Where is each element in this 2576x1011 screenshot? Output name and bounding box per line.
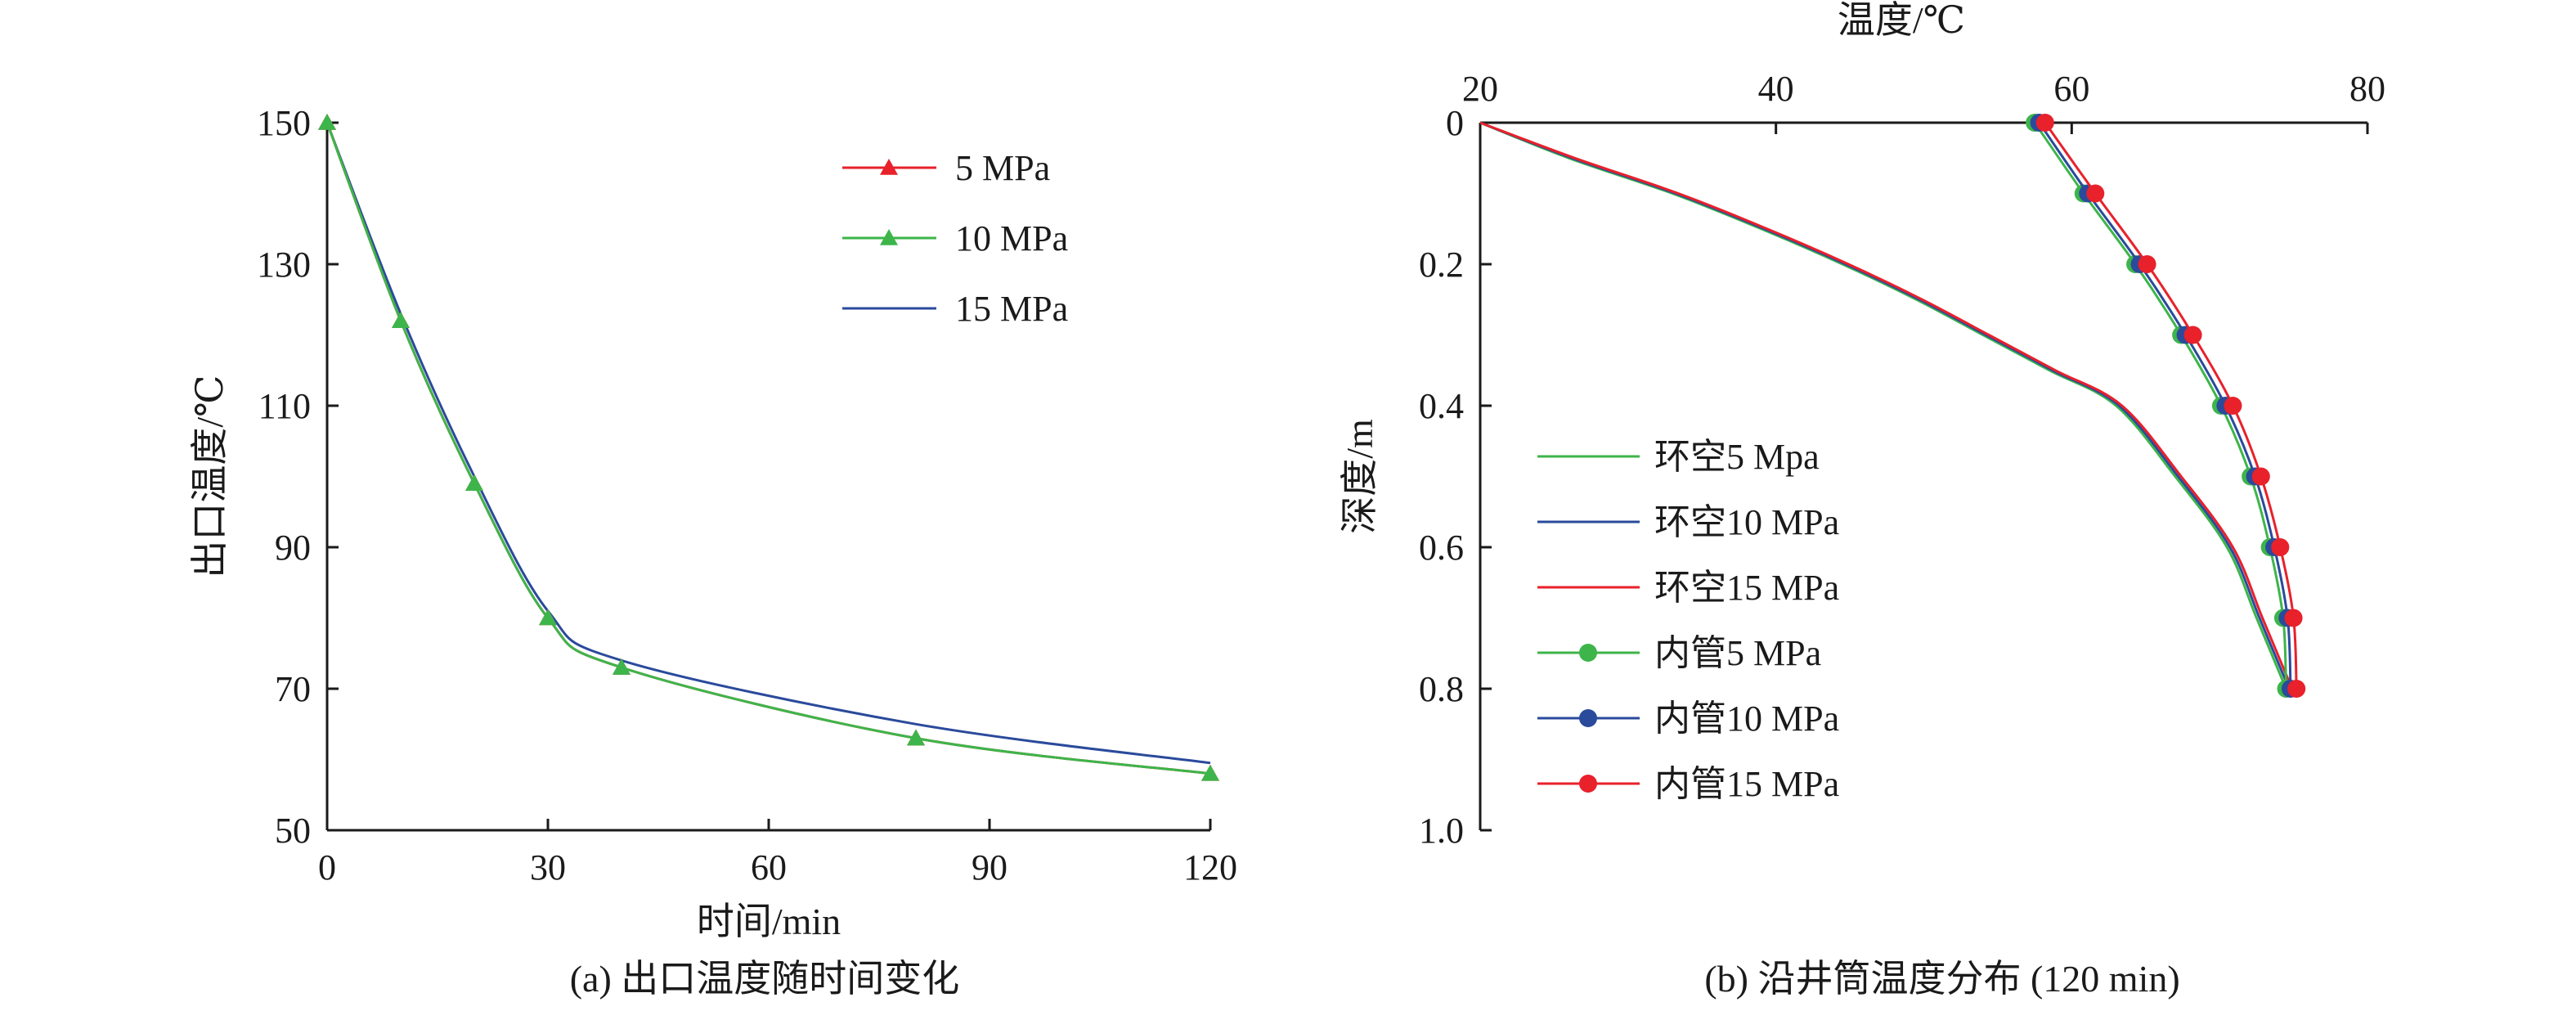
data-point [2138,255,2156,273]
data-point [1201,764,1219,781]
data-point [2251,467,2270,486]
x-tick-label: 90 [972,847,1008,887]
legend-label: 10 MPa [955,218,1068,258]
x-tick-label: 120 [1183,847,1237,887]
legend-label: 内管5 MPa [1654,633,1821,673]
chart-wellbore-temperature: 20 40 60 80 0 0.2 0.4 0.6 0.8 1.0 温度/℃ 深度/m 环空5 Mpa 环… [1339,0,2385,851]
legend-marker [1579,644,1597,662]
legend-marker [1579,709,1597,727]
y-axis-title: 深度/m [1339,419,1380,534]
x-tick-label: 0 [318,847,336,887]
legend-label: 15 MPa [955,289,1068,329]
y-tick-label: 0.8 [1419,669,1464,709]
data-point [2224,397,2242,415]
data-point [539,609,557,626]
y-tick-label: 50 [275,811,311,851]
series-line-环空10-mpa [1479,121,2291,690]
legend-label: 环空10 MPa [1654,502,1839,542]
series-line-15-mpa [325,122,1211,765]
data-point [318,114,336,130]
series-line-环空5-mpa [1479,121,2287,690]
y-tick-label: 0 [1446,103,1464,143]
x-tick-label: 60 [751,847,787,887]
y-tick-label: 0.2 [1419,245,1464,285]
legend-label: 内管15 MPa [1654,764,1839,804]
legend-marker [880,229,898,245]
data-point [907,729,925,746]
legend-label: 环空15 MPa [1654,568,1839,608]
x-tick-label: 60 [2053,69,2089,109]
x-tick-label: 40 [1758,69,1794,109]
y-tick-label: 70 [275,669,311,709]
chart-outlet-temperature: 0 30 60 90 120 50 70 90 110 130 150 时间/min 出口温度/℃ 5 M… [189,103,1237,942]
caption-a: (a) 出口温度随时间变化 [570,958,960,1000]
data-point [392,312,410,328]
x-tick-label: 20 [1462,69,1498,109]
y-tick-label: 0.4 [1419,386,1464,426]
caption-b: (b) 沿井筒温度分布 (120 min) [1704,958,2179,1000]
data-point [465,474,483,491]
y-tick-label: 130 [257,245,311,285]
series-line-环空15-mpa [1479,121,2294,690]
legend-label: 内管10 MPa [1654,699,1839,739]
y-tick-label: 110 [258,386,311,426]
data-point [613,658,631,675]
x-tick-label: 30 [530,847,566,887]
x-tick-label: 80 [2349,69,2385,109]
y-tick-label: 150 [257,103,311,143]
data-point [2271,538,2290,556]
data-point [2183,326,2202,344]
x-axis-title: 温度/℃ [1838,0,1965,41]
legend-marker [1579,775,1597,793]
series-line-内管5-mpa [2033,122,2287,690]
x-axis-title: 时间/min [697,901,841,942]
data-point [2287,680,2306,698]
y-tick-label: 90 [275,528,311,568]
series-line-内管15-mpa [2044,122,2298,690]
y-axis-title: 出口温度/℃ [189,375,231,577]
y-tick-label: 0.6 [1419,528,1464,568]
y-tick-label: 1.0 [1419,811,1464,851]
data-point [2035,114,2054,132]
legend-label: 环空5 Mpa [1654,437,1820,477]
data-point [2086,184,2105,203]
data-point [2284,609,2303,627]
legend-label: 5 MPa [955,148,1050,188]
legend-marker [880,159,898,175]
